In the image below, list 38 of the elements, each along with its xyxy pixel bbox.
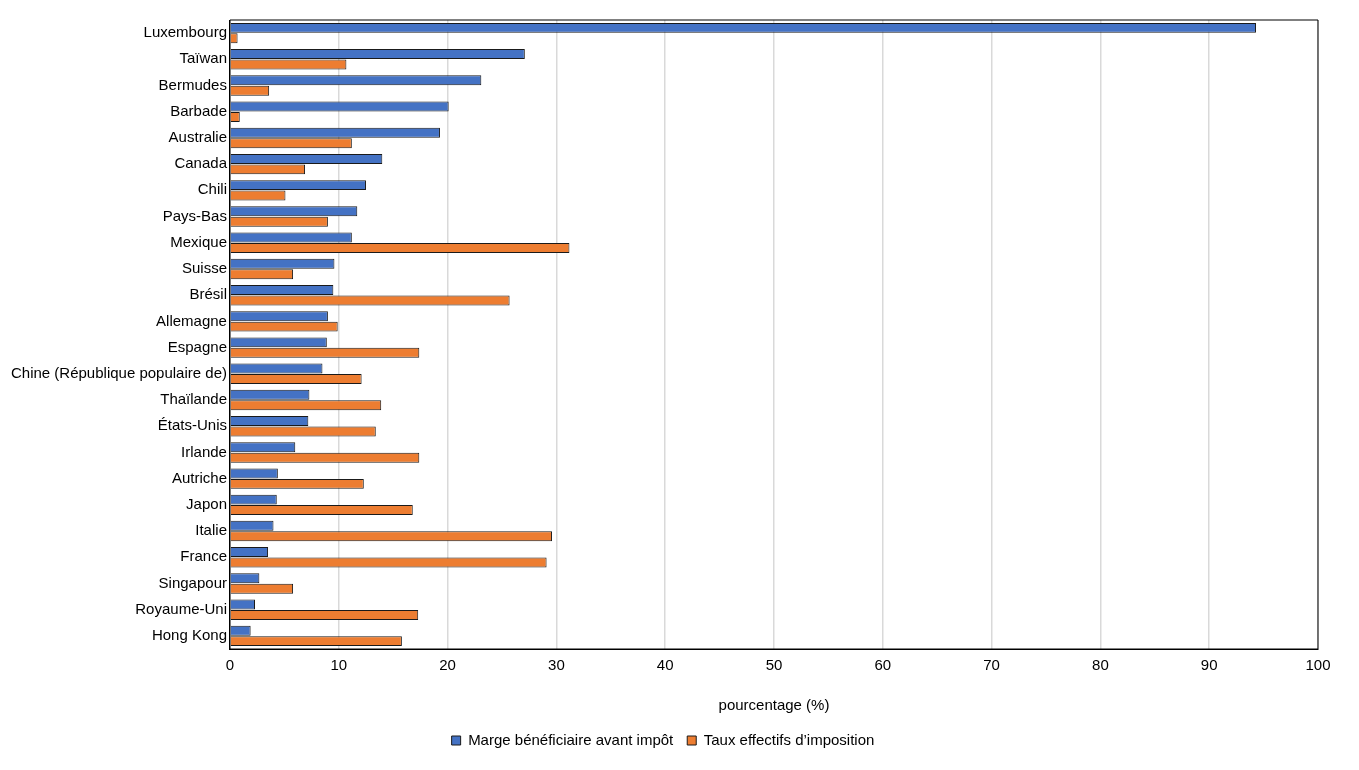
y-tick-label: Allemagne bbox=[156, 311, 227, 329]
y-tick-label: Luxembourg bbox=[143, 23, 227, 41]
x-tick-label: 70 bbox=[983, 656, 1000, 674]
y-tick-label: Italie bbox=[195, 521, 227, 539]
legend-label: Taux effectifs d’imposition bbox=[703, 730, 875, 748]
y-tick-label: Espagne bbox=[167, 337, 227, 355]
y-tick-label: Bermudes bbox=[158, 75, 227, 93]
y-tick-label: France bbox=[180, 547, 227, 565]
y-tick-label: Taïwan bbox=[179, 49, 227, 67]
y-tick-label: Irlande bbox=[181, 442, 227, 460]
y-tick-label: Mexique bbox=[170, 232, 227, 250]
y-tick-label: Canada bbox=[174, 154, 228, 172]
y-tick-label: Barbade bbox=[170, 101, 227, 119]
x-tick-label: 100 bbox=[1305, 656, 1331, 674]
y-tick-label: Autriche bbox=[171, 468, 227, 486]
y-tick-label: Suisse bbox=[181, 259, 227, 277]
x-tick-label: 10 bbox=[330, 656, 348, 674]
x-axis-title: pourcentage (%) bbox=[718, 696, 830, 714]
legend-label: Marge bénéficiaire avant impôt bbox=[468, 730, 675, 748]
x-tick-label: 20 bbox=[439, 656, 456, 674]
x-tick-label: 0 bbox=[225, 656, 235, 674]
x-tick-label: 60 bbox=[874, 656, 892, 674]
x-tick-label: 80 bbox=[1092, 656, 1109, 674]
x-tick-label: 40 bbox=[656, 656, 674, 674]
x-tick-label: 90 bbox=[1200, 656, 1218, 674]
x-tick-label: 30 bbox=[548, 656, 565, 674]
y-tick-label: Chili bbox=[197, 180, 227, 198]
y-tick-label: Hong Kong bbox=[151, 626, 227, 644]
y-tick-label: Australie bbox=[168, 128, 227, 146]
x-tick-label: 50 bbox=[765, 656, 783, 674]
y-tick-label: Japon bbox=[186, 494, 227, 512]
y-tick-label: Singapour bbox=[158, 573, 227, 591]
y-tick-label: États-Unis bbox=[157, 416, 227, 434]
y-tick-label: Chine (République populaire de) bbox=[10, 363, 227, 381]
y-tick-label: Brésil bbox=[189, 285, 227, 303]
y-tick-label: Pays-Bas bbox=[162, 206, 227, 224]
y-tick-label: Thaïlande bbox=[160, 390, 227, 408]
y-tick-label: Royaume-Uni bbox=[135, 599, 227, 617]
